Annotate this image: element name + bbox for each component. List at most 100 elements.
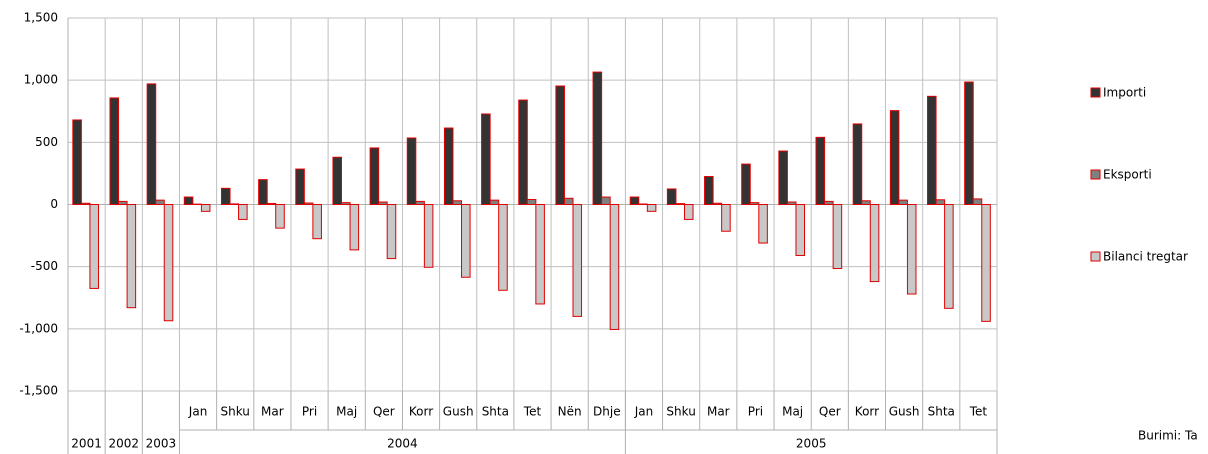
x-tick-label: Maj [336, 405, 357, 419]
bar [935, 199, 946, 205]
group-label: 2003 [146, 437, 177, 451]
x-tick-label: Pri [748, 405, 763, 419]
bar [889, 110, 900, 205]
bar [89, 204, 99, 289]
bar [126, 204, 137, 309]
bar [312, 204, 322, 240]
bar [238, 204, 248, 220]
x-tick-label: Dhje [593, 405, 621, 419]
x-tick-label: Shta [928, 405, 955, 419]
bar [109, 97, 120, 205]
x-tick-label: Tet [969, 405, 988, 419]
y-tick-label: 0 [50, 197, 58, 211]
bar [906, 204, 917, 295]
bar [229, 203, 240, 205]
bar [200, 204, 211, 212]
bar [481, 113, 491, 205]
bar [220, 187, 231, 206]
bar [275, 204, 285, 229]
y-tick-label: -1,000 [19, 321, 58, 335]
bar [972, 198, 983, 205]
bar [378, 201, 388, 206]
group-label: 2004 [387, 437, 418, 451]
x-tick-label: Nën [558, 405, 582, 419]
bar [609, 204, 620, 330]
bar [563, 197, 574, 206]
bar [964, 81, 974, 205]
bar [518, 99, 528, 205]
x-tick-label: Gush [889, 405, 920, 419]
x-tick-label: Qer [373, 405, 395, 419]
x-tick-label: Qer [819, 405, 841, 419]
bar [675, 203, 685, 206]
bar [852, 123, 863, 205]
x-tick-label: Jan [188, 405, 208, 419]
bar [183, 196, 194, 205]
bar [155, 199, 165, 205]
bar [666, 188, 677, 205]
bar [461, 204, 471, 278]
bar [535, 204, 545, 305]
bar [163, 204, 174, 322]
legend-label: Eksporti [1103, 168, 1152, 182]
y-tick-label: -1,500 [19, 384, 58, 398]
bar [712, 202, 723, 206]
bar [303, 202, 314, 205]
bar [423, 204, 434, 268]
bar [498, 204, 508, 291]
bar [824, 200, 834, 205]
x-tick-label: Korr [855, 405, 879, 419]
bar [386, 204, 397, 260]
bar [80, 202, 91, 206]
x-tick-label: Pri [302, 405, 317, 419]
bar [832, 204, 843, 270]
bar [704, 176, 714, 205]
bar [646, 204, 657, 212]
legend-swatch [1090, 251, 1101, 262]
legend-label: Importi [1103, 86, 1146, 100]
y-tick-label: 1,500 [24, 11, 58, 25]
bar [944, 204, 954, 309]
source-note: Burimi: Ta [1138, 429, 1198, 443]
bar [443, 127, 454, 205]
group-label: 2002 [108, 437, 139, 451]
group-label: 2005 [796, 437, 827, 451]
x-tick-label: Gush [443, 405, 474, 419]
group-label: 2001 [71, 437, 102, 451]
bar [340, 202, 351, 205]
bar [721, 204, 731, 232]
bar [898, 199, 908, 205]
bar [415, 200, 425, 205]
x-tick-label: Korr [409, 405, 433, 419]
bar [861, 200, 871, 206]
bar [146, 83, 157, 205]
bar [72, 119, 82, 205]
bar [369, 147, 380, 205]
x-tick-label: Shku [221, 405, 250, 419]
bar [452, 200, 463, 206]
y-tick-label: -500 [31, 259, 58, 273]
bar [258, 179, 268, 205]
bar [981, 204, 991, 322]
bar [572, 204, 583, 317]
bar [295, 168, 305, 206]
bar [555, 85, 565, 205]
bar [266, 203, 277, 206]
bar [349, 204, 360, 251]
bar [815, 136, 826, 205]
bar [749, 202, 760, 205]
legend-swatch [1090, 87, 1101, 98]
bar [786, 201, 797, 206]
bar [489, 199, 500, 205]
bar [629, 196, 640, 205]
bar [778, 150, 788, 205]
bar [927, 95, 937, 205]
y-tick-label: 1,000 [24, 73, 58, 87]
bar [795, 204, 806, 256]
legend-swatch [1090, 169, 1101, 180]
bar [683, 204, 694, 220]
bar [741, 163, 751, 205]
bar [592, 71, 603, 205]
